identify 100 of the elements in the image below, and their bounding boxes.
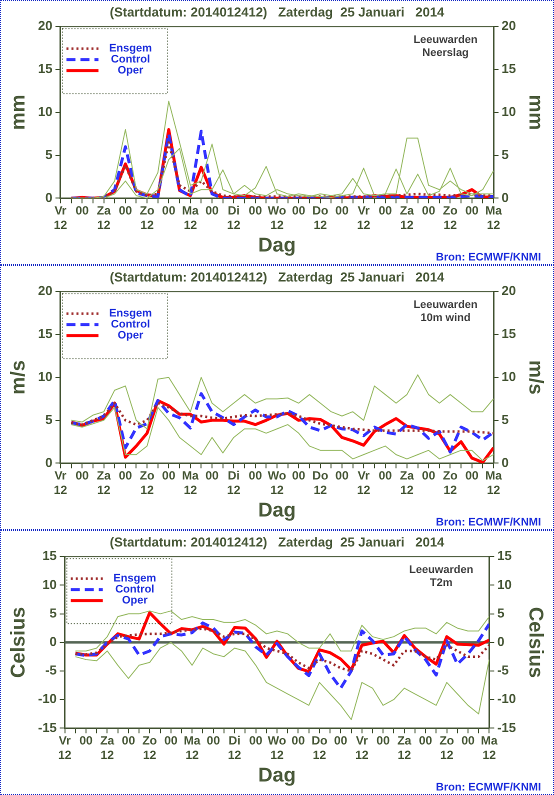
y2-tick-label: 20 (502, 283, 516, 298)
y2-tick-label: 0 (502, 190, 509, 205)
x-tick-label: Zo 12 (140, 204, 154, 232)
x-tick-label: 00 (465, 204, 479, 218)
y-tick-label: 5 (45, 146, 52, 162)
annotation: 10m wind (420, 312, 471, 324)
x-tick-label: 00 (378, 468, 392, 483)
x-tick-label: 00 (248, 468, 262, 483)
x-tick-label: Ma 12 (480, 734, 498, 762)
legend-label: Oper (118, 330, 144, 342)
x-tick-label: Zo 12 (439, 734, 454, 762)
y-tick-label: 20 (38, 283, 52, 298)
x-tick-label: Zo 12 (140, 468, 154, 498)
annotation: T2m (430, 577, 453, 590)
x-tick-label: 00 (335, 468, 349, 483)
y-axis-title: Celsius (8, 606, 30, 678)
x-tick-label: Vr 12 (58, 734, 72, 762)
annotation: Leeuwarden (413, 34, 478, 46)
legend-label: Control (115, 584, 154, 596)
legend-label: Control (110, 54, 150, 66)
x-tick-label: 00 (292, 204, 306, 218)
x-tick-label: Za 12 (400, 468, 414, 498)
x-tick-label: Do 12 (312, 468, 328, 498)
y2-tick-label: 10 (497, 576, 512, 592)
y-tick-label: 20 (38, 18, 52, 34)
y2-tick-label: -15 (497, 720, 516, 735)
chart-title: (Startdatum: 2014012412) Zaterdag 25 Januari 2014 (110, 4, 446, 20)
legend-label: Oper (118, 64, 144, 77)
y2-tick-label: 5 (502, 412, 509, 427)
legend-label: Control (110, 318, 150, 331)
x-tick-label: Di 12 (227, 204, 241, 232)
x-tick-label: 00 (465, 468, 479, 483)
x-tick-label: 00 (292, 468, 306, 483)
y2-tick-label: -10 (497, 691, 516, 706)
x-tick-label: Vr 12 (54, 204, 68, 232)
annotation: Leeuwarden (413, 299, 478, 312)
x-tick-label: Zo 12 (142, 734, 158, 762)
x-tick-label: Vr 12 (54, 468, 68, 498)
x-tick-label: 00 (376, 734, 390, 748)
x-tick-label: Za 12 (397, 734, 412, 762)
x-tick-label: 00 (162, 204, 176, 218)
x-tick-label: Vr 12 (355, 734, 369, 762)
y-tick-label: -15 (38, 720, 57, 735)
y2-axis-title: Celsius (524, 606, 546, 678)
y-axis-title: mm (8, 94, 30, 130)
y-tick-label: 0 (50, 634, 57, 649)
y-tick-label: 15 (38, 326, 52, 342)
y-tick-label: 0 (45, 190, 52, 205)
legend-label: Ensgem (109, 42, 152, 55)
y2-tick-label: 10 (502, 104, 516, 119)
x-tick-label: 00 (292, 734, 306, 748)
x-tick-label: 00 (205, 468, 220, 483)
y-tick-label: 5 (50, 605, 57, 620)
x-tick-label: Di 12 (227, 468, 241, 498)
x-axis-title: Dag (258, 500, 296, 522)
y-tick-label: 5 (45, 412, 52, 427)
annotation: Leeuwarden (409, 564, 474, 576)
x-tick-label: 00 (422, 204, 436, 218)
x-tick-label: 00 (422, 468, 436, 483)
x-tick-label: 00 (205, 204, 220, 218)
x-tick-label: Vr 12 (356, 204, 371, 232)
y2-tick-label: 5 (502, 146, 509, 162)
y-tick-label: 10 (38, 368, 52, 384)
x-tick-label: 00 (334, 734, 348, 748)
annotation: Neerslag (422, 47, 469, 60)
y2-tick-label: 0 (502, 454, 509, 470)
x-tick-label: Vr 12 (356, 468, 371, 498)
x-tick-label: Ma 12 (485, 204, 502, 232)
x-tick-label: 00 (118, 204, 132, 218)
y2-axis-title: mm (524, 94, 546, 130)
x-tick-label: 00 (378, 204, 392, 218)
x-tick-label: Wo 12 (268, 204, 286, 232)
x-tick-label: 00 (164, 734, 178, 748)
legend-label: Oper (122, 594, 148, 607)
x-tick-label: Wo 12 (268, 468, 286, 498)
x-tick-label: 00 (162, 468, 176, 483)
legend-label: Ensgem (113, 572, 156, 585)
y2-tick-label: 0 (497, 634, 504, 649)
x-tick-label: 00 (249, 734, 263, 748)
x-tick-label: Di 12 (228, 734, 242, 762)
x-tick-label: 00 (418, 734, 433, 748)
x-tick-label: 00 (248, 204, 262, 218)
x-tick-label: Zo 12 (442, 468, 458, 498)
y-tick-label: 15 (42, 548, 57, 564)
x-tick-label: 00 (461, 734, 475, 748)
x-tick-label: Za 12 (96, 468, 112, 498)
x-tick-label: 00 (335, 204, 349, 218)
y-tick-label: 10 (38, 104, 52, 119)
x-tick-label: Ma 12 (184, 734, 201, 762)
text: Bron: ECMWF/KNMI (436, 252, 541, 264)
x-tick-label: Za 12 (400, 204, 414, 232)
y2-tick-label: 5 (497, 605, 504, 620)
chart-title: (Startdatum: 2014012412) Zaterdag 25 Januari 2014 (110, 534, 446, 550)
text: Bron: ECMWF/KNMI (436, 516, 541, 529)
y-axis-title: m/s (8, 360, 30, 395)
x-tick-label: Ma 12 (485, 468, 502, 498)
x-tick-label: 00 (75, 468, 90, 483)
x-tick-label: Za 12 (100, 734, 115, 762)
x-tick-label: Ma 12 (182, 468, 200, 498)
y-tick-label: 0 (45, 454, 52, 470)
